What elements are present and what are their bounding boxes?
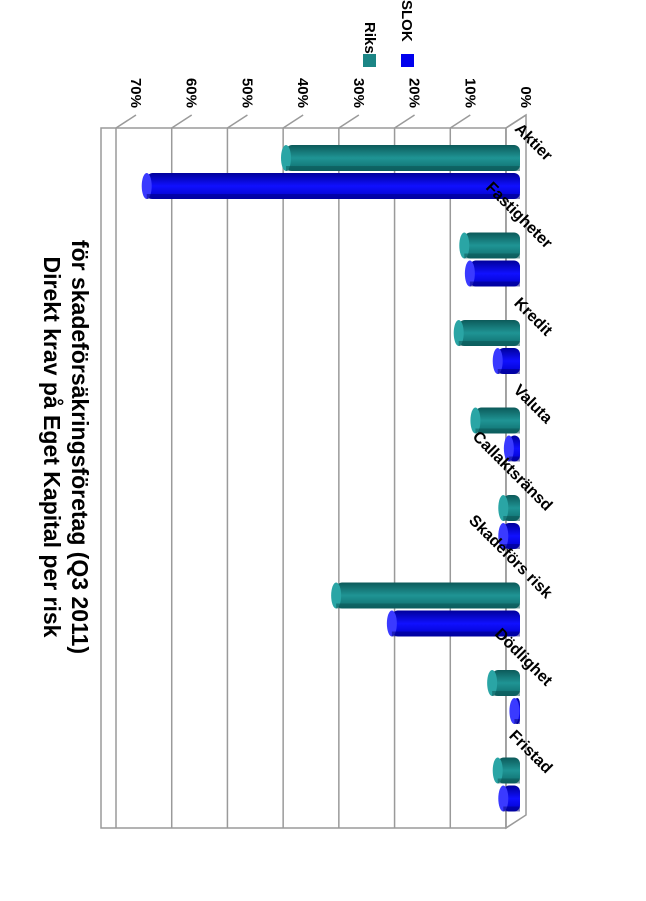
gridline-side (338, 114, 360, 129)
bar-slok-5 (498, 523, 520, 549)
bar-cap (459, 232, 470, 259)
bar-riks-1 (281, 145, 520, 171)
gridlines (115, 114, 527, 828)
bar-cap (281, 145, 291, 171)
bar-shade (469, 281, 520, 287)
chart-title-line-1: Direkt krav på Eget Kapital per risk (39, 257, 65, 638)
bar-cap (470, 407, 481, 434)
bar-slok-8 (498, 785, 520, 812)
bar-shade (475, 428, 520, 434)
bar-body (492, 670, 520, 696)
bar-riks-3 (453, 320, 520, 346)
value-axis-labels: 0% 10% 20% 30% 40% 50% 60% 70% (127, 78, 534, 108)
bar-shade (497, 369, 520, 374)
bar-shade (336, 603, 520, 609)
bar-cap (492, 757, 503, 784)
legend-swatch-slok (401, 54, 414, 67)
bar-body (458, 320, 520, 346)
chart-title-line-2: för skadeförsäkringsföretag (Q3 2011) (67, 240, 93, 654)
bar-shade (492, 691, 520, 696)
bar-shade (458, 341, 520, 346)
value-tick-label: 10% (461, 78, 478, 108)
legend-label-slok: SLOK (398, 0, 415, 42)
bar-riks-2 (459, 232, 520, 259)
bar-cap (453, 320, 464, 346)
bar-body (475, 407, 520, 434)
bars (141, 145, 520, 812)
bar-cap (498, 785, 509, 812)
bar-body (286, 145, 520, 171)
bar-body (464, 232, 520, 259)
bar-slok-1 (141, 173, 520, 199)
bar-shade (146, 194, 520, 199)
bar-cap (386, 610, 397, 637)
plot-back-wall (100, 127, 507, 829)
bar-riks-5 (498, 495, 520, 521)
value-tick-label: 30% (350, 78, 367, 108)
bar-shade (286, 166, 520, 171)
bar-body (391, 610, 520, 637)
value-tick-label: 60% (183, 78, 200, 108)
bar-cap (498, 495, 509, 521)
bar-cap (141, 173, 152, 199)
gridline-side (227, 114, 248, 129)
value-tick-label: 50% (238, 78, 255, 108)
bar-slok-7 (509, 698, 520, 724)
bar-body (497, 348, 520, 374)
bar-shade (464, 253, 520, 259)
bar-cap (498, 523, 509, 549)
value-tick-label: 0% (517, 86, 534, 108)
bar-shade (503, 544, 520, 549)
bar-shade (503, 806, 520, 812)
value-tick-label: 40% (294, 78, 311, 108)
bar-cap (492, 348, 503, 374)
bar-body (336, 582, 520, 609)
gridline-side (505, 114, 527, 129)
gridline-side (282, 114, 304, 129)
gridline-side (115, 114, 137, 129)
bar-riks-8 (492, 757, 520, 784)
bar-body (469, 260, 520, 287)
bar-shade (391, 631, 520, 637)
bar-riks-6 (331, 582, 520, 609)
bar-slok-6 (386, 610, 520, 637)
bar-body (146, 173, 520, 199)
bar-cap (464, 260, 475, 287)
bar-cap (509, 698, 520, 724)
bar-cap (487, 670, 498, 696)
bar-slok-4 (503, 435, 520, 462)
legend-label-riks: Riks (361, 22, 378, 54)
legend: Riks SLOK (361, 0, 415, 67)
bar-shade (508, 456, 520, 462)
bar-cap (503, 435, 514, 462)
gridline-side (394, 114, 415, 129)
legend-swatch-riks (363, 54, 376, 67)
bar-riks-4 (470, 407, 520, 434)
gridline-side (449, 114, 471, 129)
bar-cap (331, 582, 342, 609)
bar-riks-7 (487, 670, 520, 696)
bar-shade (497, 778, 520, 784)
bar-slok-2 (464, 260, 520, 287)
bar-shade (514, 719, 520, 724)
gridline-side (171, 114, 193, 129)
value-tick-label: 20% (406, 78, 423, 108)
bar-body (497, 757, 520, 784)
bar-slok-3 (492, 348, 520, 374)
bar-shade (503, 516, 520, 521)
plot-area (100, 113, 527, 830)
value-tick-label: 70% (127, 78, 144, 108)
